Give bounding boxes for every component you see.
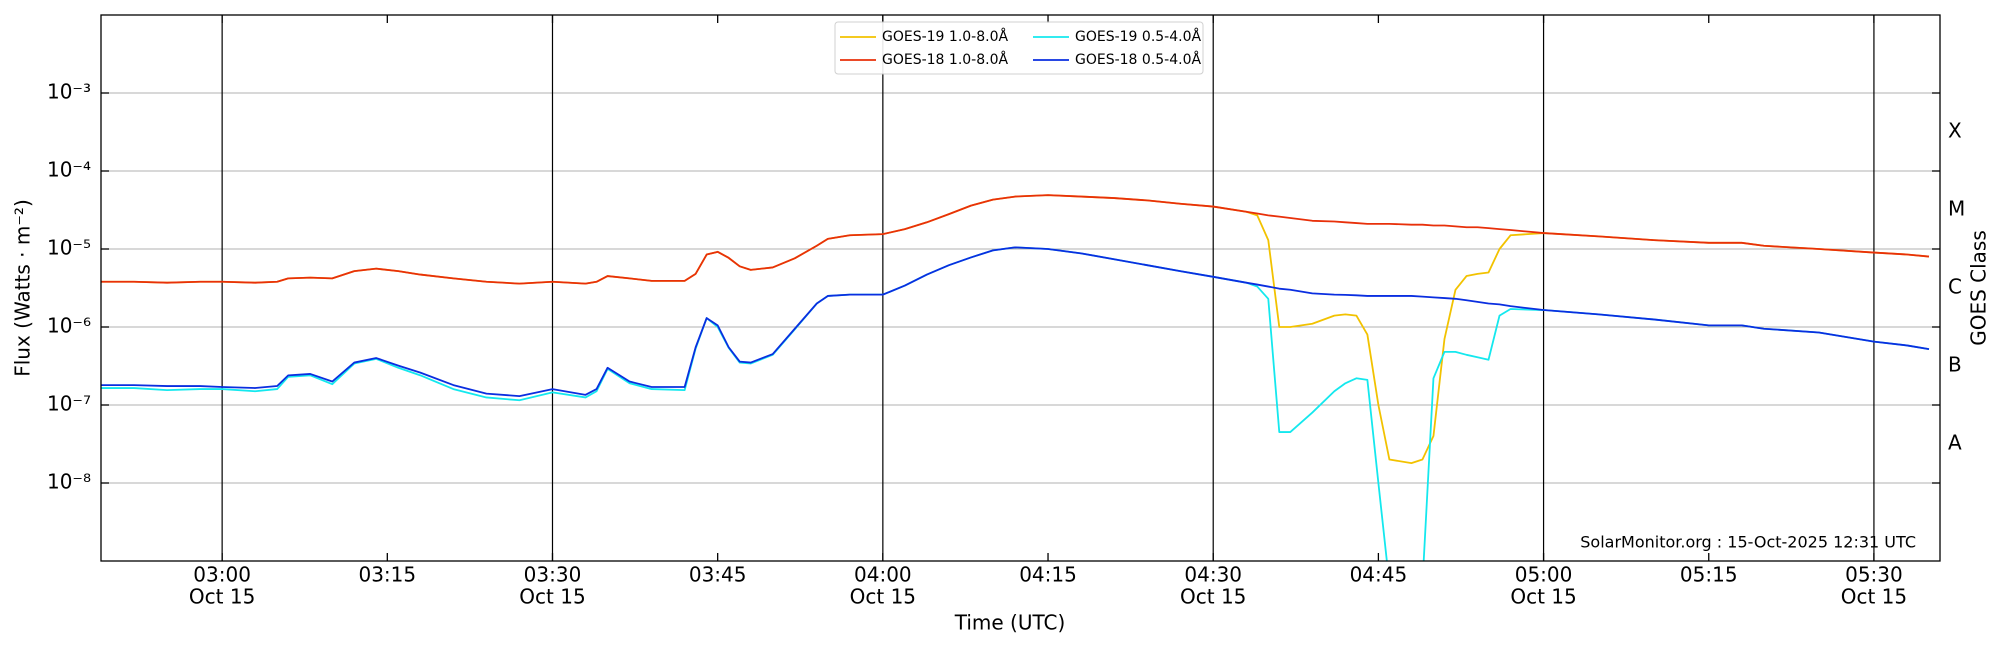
y-tick-label: 10⁻⁷ xyxy=(47,392,91,416)
y-tick-label: 10⁻⁸ xyxy=(47,470,91,494)
x-tick-label: 03:30 xyxy=(524,563,582,587)
y2-axis-label: GOES Class xyxy=(1967,230,1991,346)
x-tick-label: 04:30 xyxy=(1184,563,1242,587)
x-tick-label: 05:30 xyxy=(1845,563,1903,587)
legend-label: GOES-18 1.0-8.0Å xyxy=(882,51,1008,68)
x-tick-date: Oct 15 xyxy=(189,585,255,609)
series-line xyxy=(101,194,1930,285)
y2-class-label: C xyxy=(1948,275,1962,299)
y-axis-label: Flux (Watts · m⁻²) xyxy=(11,199,35,377)
y-tick-label: 10⁻⁶ xyxy=(47,314,91,338)
y-tick-label: 10⁻⁵ xyxy=(47,236,91,260)
legend-box xyxy=(834,21,1204,75)
legend-label: GOES-19 0.5-4.0Å xyxy=(1075,28,1201,45)
series-line xyxy=(101,246,1930,398)
legend-label: GOES-18 0.5-4.0Å xyxy=(1075,51,1201,68)
x-tick-label: 03:00 xyxy=(193,563,251,587)
x-tick-date: Oct 15 xyxy=(1510,585,1576,609)
legend: GOES-19 1.0-8.0Å GOES-18 1.0-8.0Å GOES-19 … xyxy=(834,21,1204,75)
x-tick-label: 05:00 xyxy=(1515,563,1573,587)
plot-frame xyxy=(100,14,1941,562)
y2-class-label: M xyxy=(1948,197,1965,221)
x-tick-label: 03:45 xyxy=(689,563,747,587)
legend-label: GOES-19 1.0-8.0Å xyxy=(882,28,1008,45)
x-tick-label: 04:45 xyxy=(1350,563,1408,587)
grid xyxy=(101,15,1940,561)
x-tick-label: 04:15 xyxy=(1019,563,1077,587)
x-tick-date: Oct 15 xyxy=(850,585,916,609)
y2-class-label: X xyxy=(1948,119,1962,143)
annotation: SolarMonitor.org : 15-Oct-2025 12:31 UTC xyxy=(1580,533,1916,552)
x-tick-label: 04:00 xyxy=(854,563,912,587)
x-tick-date: Oct 15 xyxy=(519,585,585,609)
x-tick-date: Oct 15 xyxy=(1841,585,1907,609)
x-tick-label: 05:15 xyxy=(1680,563,1738,587)
y2-class-label: B xyxy=(1948,353,1962,377)
y-tick-label: 10⁻³ xyxy=(47,80,91,104)
x-tick-label: 03:15 xyxy=(358,563,416,587)
y2-class-label: A xyxy=(1948,431,1962,455)
x-tick-date: Oct 15 xyxy=(1180,585,1246,609)
x-axis-label: Time (UTC) xyxy=(954,611,1066,635)
y-tick-label: 10⁻⁴ xyxy=(47,158,91,182)
plot-lines xyxy=(101,194,1930,561)
